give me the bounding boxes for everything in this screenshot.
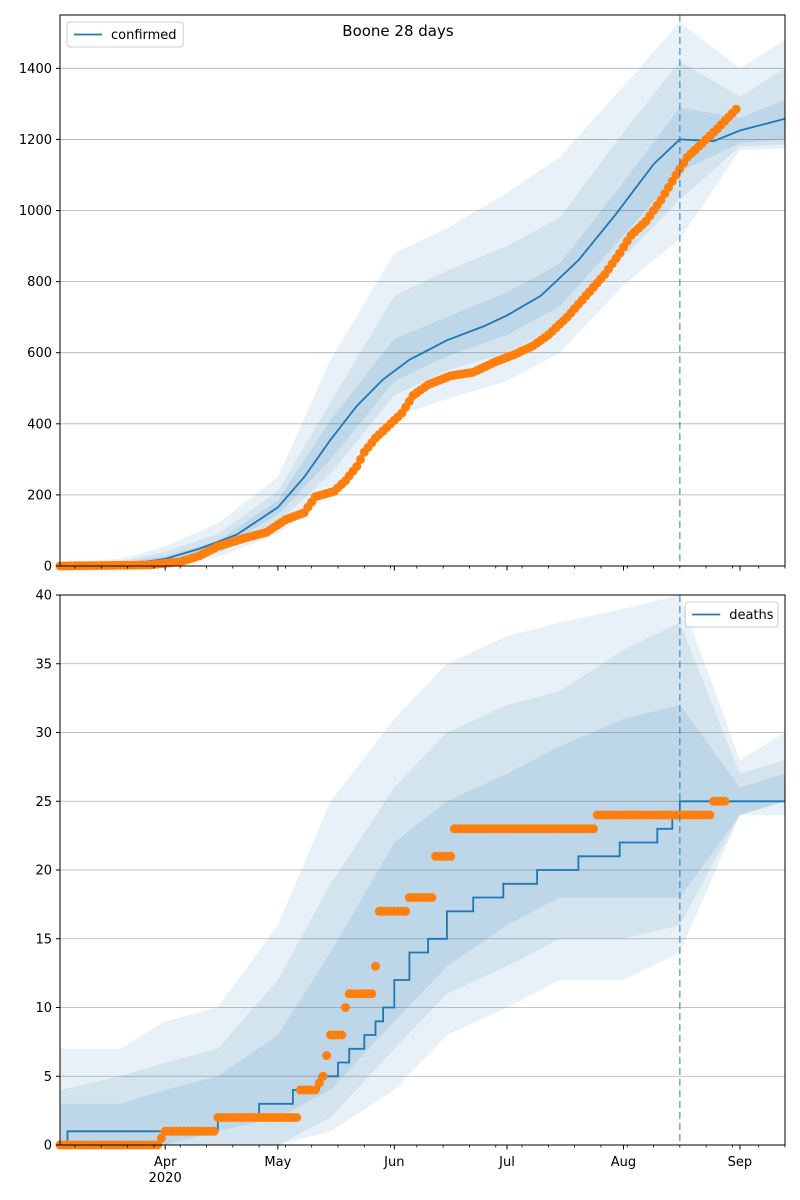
uncertainty-band-outer — [60, 22, 785, 567]
y-tick-label: 1200 — [19, 133, 52, 148]
observed-point — [446, 851, 456, 861]
y-tick-label: 0 — [44, 1139, 52, 1154]
observed-point — [337, 1030, 347, 1040]
model-line-deaths — [60, 800, 785, 1146]
legend-box — [684, 601, 779, 628]
x-tick-label: Jul — [498, 1155, 515, 1170]
deaths-panel: 0 5 10 15 20 25 30 35 40 Apr May Jun Jul Aug Sep 2020 de… — [35, 589, 786, 1186]
observed-point — [427, 893, 437, 902]
observed-points — [55, 796, 730, 1150]
legend-label: deaths — [729, 608, 774, 623]
observed-point — [156, 1133, 166, 1143]
observed-point — [367, 989, 377, 999]
observed-point — [731, 104, 741, 114]
chart-title: Boone 28 days — [342, 22, 454, 40]
x-tick-label: Apr — [154, 1155, 177, 1170]
legend-box — [66, 21, 184, 48]
y-tick-label: 1000 — [19, 204, 52, 219]
observed-point — [720, 796, 730, 806]
y-tick-label: 600 — [27, 346, 52, 361]
uncertainty-band-middle — [60, 61, 785, 566]
y-tick-label: 200 — [27, 488, 52, 503]
x-year-label: 2020 — [149, 1171, 182, 1186]
observed-point — [314, 1078, 324, 1088]
y-tick-label: 400 — [27, 417, 52, 432]
y-tick-label: 1400 — [19, 62, 52, 77]
observed-point — [401, 906, 411, 916]
observed-point — [322, 1051, 332, 1061]
y-tick-label: 30 — [35, 726, 52, 741]
observed-point — [705, 810, 715, 820]
observed-point — [356, 454, 365, 464]
confirmed-panel: 0 200 400 600 800 1000 1200 1400 confirmed — [19, 14, 786, 575]
observed-points — [55, 104, 741, 571]
x-tick-label: Aug — [611, 1155, 636, 1170]
y-tick-label: 35 — [35, 657, 52, 672]
y-tick-label: 15 — [35, 932, 52, 947]
y-tick-label: 10 — [35, 1001, 52, 1016]
observed-point — [310, 1085, 320, 1095]
legend: confirmed — [66, 21, 184, 48]
y-tick-label: 20 — [35, 864, 52, 879]
observed-point — [371, 961, 380, 971]
observed-point — [318, 1071, 328, 1081]
y-tick-label: 40 — [35, 589, 52, 604]
uncertainty-band-middle — [60, 622, 785, 1145]
legend-label: confirmed — [111, 28, 177, 43]
y-tick-label: 25 — [35, 795, 52, 810]
observed-point — [292, 1113, 302, 1122]
y-tick-label: 5 — [44, 1070, 52, 1085]
uncertainty-band-inner — [60, 100, 785, 567]
model-line-confirmed — [59, 117, 786, 567]
x-tick-label: May — [264, 1155, 291, 1170]
uncertainty-band-outer — [60, 595, 785, 1145]
x-tick-label: Jun — [383, 1155, 404, 1170]
y-tick-label: 0 — [44, 560, 52, 575]
observed-point — [352, 462, 362, 471]
observed-point — [588, 824, 598, 834]
legend: deaths — [684, 601, 779, 628]
y-tick-label: 800 — [27, 275, 52, 290]
observed-point — [341, 1003, 350, 1012]
axes-frame — [59, 14, 786, 567]
x-tick-label: Sep — [728, 1155, 753, 1170]
observed-point — [209, 1126, 219, 1136]
